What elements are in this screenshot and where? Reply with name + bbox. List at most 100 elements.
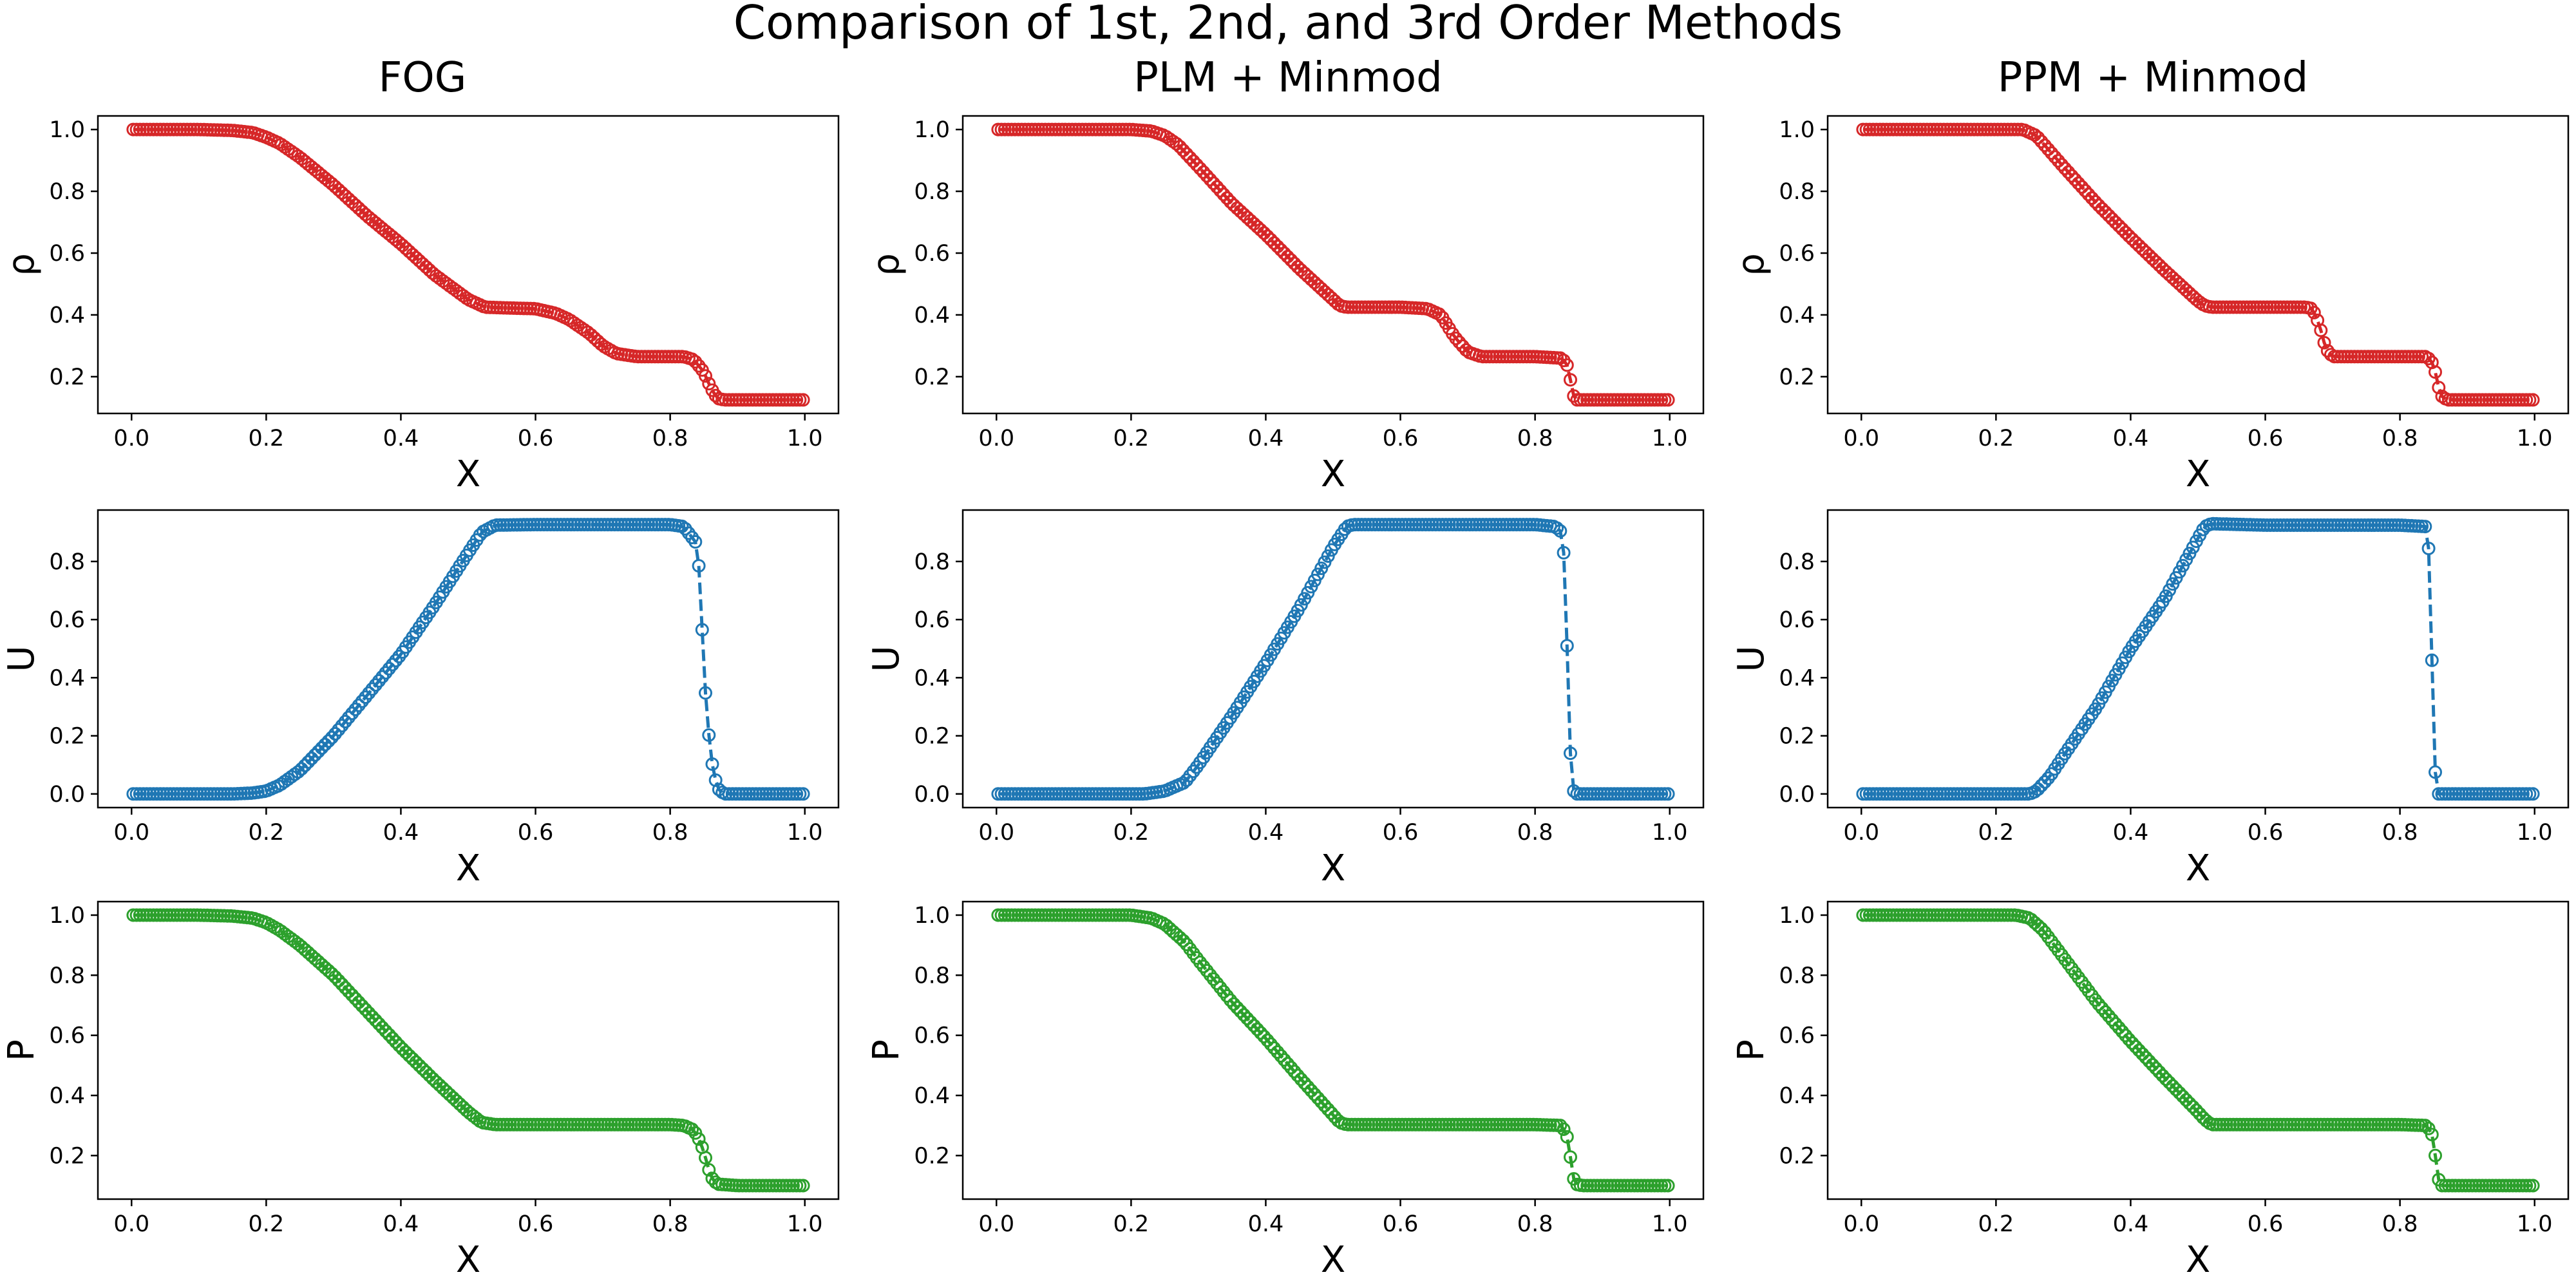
x-tick-label: 0.6	[2248, 820, 2284, 846]
x-tick-label: 0.4	[2113, 426, 2149, 451]
data-point	[1553, 1119, 1567, 1133]
y-tick-label: 1.0	[914, 903, 950, 929]
data-point	[2314, 323, 2328, 337]
data-point	[2061, 165, 2076, 179]
y-tick-label: 0.2	[1779, 1143, 1815, 1169]
data-point	[1267, 1041, 1281, 1055]
data-point	[2068, 173, 2082, 187]
data-point	[1176, 934, 1190, 948]
y-tick-label: 0.2	[49, 724, 85, 750]
y-tick-label: 0.2	[914, 1143, 950, 1169]
y-tick-label: 0.6	[49, 607, 85, 633]
data-point	[1227, 997, 1241, 1011]
y-tick-label: 0.0	[1779, 782, 1815, 808]
data-point	[392, 1039, 406, 1052]
data-point	[2179, 1093, 2193, 1107]
data-point	[1206, 972, 1220, 986]
data-point	[379, 666, 393, 680]
data-point	[2159, 1072, 2173, 1086]
data-point	[2092, 997, 2106, 1011]
data-point	[328, 726, 342, 741]
x-tick-label: 0.8	[652, 1211, 688, 1237]
data-point	[675, 519, 689, 533]
y-axis-label: U	[1730, 646, 1772, 672]
markers-ppm-u	[1856, 516, 2540, 801]
data-point	[1557, 545, 1571, 560]
x-tick-label: 0.0	[978, 426, 1014, 451]
x-tick-label: 0.8	[652, 426, 688, 451]
data-point	[2136, 1047, 2150, 1061]
x-tick-label: 0.2	[1978, 426, 2014, 451]
data-point	[695, 623, 709, 637]
data-point	[382, 1028, 396, 1042]
data-point	[1264, 1037, 1278, 1051]
data-point	[1311, 1091, 1325, 1105]
data-point	[352, 698, 366, 712]
data-point	[335, 719, 349, 733]
data-point	[1210, 180, 1224, 194]
data-point	[2081, 187, 2096, 202]
x-tick-label: 0.2	[249, 820, 285, 846]
x-tick-label: 0.0	[978, 820, 1014, 846]
y-tick-label: 0.6	[914, 1023, 950, 1049]
y-tick-label: 0.4	[1779, 303, 1815, 328]
x-tick-label: 0.0	[1843, 1211, 1879, 1237]
data-point	[1550, 521, 1564, 535]
x-tick-label: 1.0	[787, 1211, 823, 1237]
data-point	[692, 1132, 706, 1146]
data-point	[2034, 135, 2049, 149]
data-point	[567, 316, 582, 330]
y-axis-label: ρ	[1, 253, 43, 276]
data-point	[328, 970, 342, 984]
data-point	[308, 748, 322, 762]
data-point	[2088, 194, 2103, 209]
data-point	[2034, 779, 2049, 793]
x-tick-label: 0.4	[1248, 1211, 1284, 1237]
data-point	[2189, 1103, 2203, 1117]
x-tick-label: 0.4	[2113, 1211, 2149, 1237]
data-point	[1553, 351, 1567, 365]
data-point	[345, 988, 359, 1002]
data-point	[2038, 138, 2052, 153]
x-axis-label: X	[456, 848, 480, 889]
y-tick-label: 0.4	[914, 303, 950, 328]
data-point	[315, 741, 329, 755]
x-tick-label: 0.6	[2248, 1211, 2284, 1237]
data-point	[1324, 1106, 1338, 1120]
data-point	[2115, 222, 2129, 236]
y-tick-label: 0.6	[49, 241, 85, 267]
markers-plm-u	[991, 518, 1675, 801]
data-point	[2145, 1057, 2159, 1072]
panel-plm-u: 0.0 0.2 0.4 0.6 0.8 1.0 0.0 0.2 0.4 0.6 0.8 X U	[866, 509, 1705, 889]
data-point	[1304, 1083, 1318, 1097]
data-point	[325, 967, 339, 981]
data-point	[574, 321, 588, 335]
data-point	[341, 985, 355, 998]
data-point	[2166, 1079, 2180, 1093]
x-tick-label: 0.8	[652, 820, 688, 846]
x-tick-label: 0.2	[1113, 1211, 1150, 1237]
data-point	[2048, 150, 2062, 164]
x-axis-label: X	[2186, 848, 2210, 889]
data-point	[2169, 1083, 2183, 1097]
data-point	[352, 995, 366, 1009]
x-tick-label: 0.4	[383, 820, 419, 846]
y-tick-label: 0.4	[49, 303, 85, 328]
x-axis-label: X	[2186, 453, 2210, 495]
data-point	[1284, 253, 1298, 267]
data-point	[1240, 1012, 1255, 1025]
data-point	[1247, 1019, 1261, 1033]
data-point	[365, 1010, 379, 1024]
data-point	[1274, 243, 1288, 257]
data-point	[1557, 1122, 1571, 1136]
data-point	[365, 682, 379, 696]
y-axis-label: ρ	[866, 253, 907, 276]
data-point	[389, 654, 403, 668]
x-axis-label: X	[1321, 1239, 1345, 1281]
data-point	[1280, 250, 1294, 263]
data-point	[699, 369, 712, 383]
data-point	[2119, 1028, 2133, 1043]
data-point	[362, 686, 376, 700]
